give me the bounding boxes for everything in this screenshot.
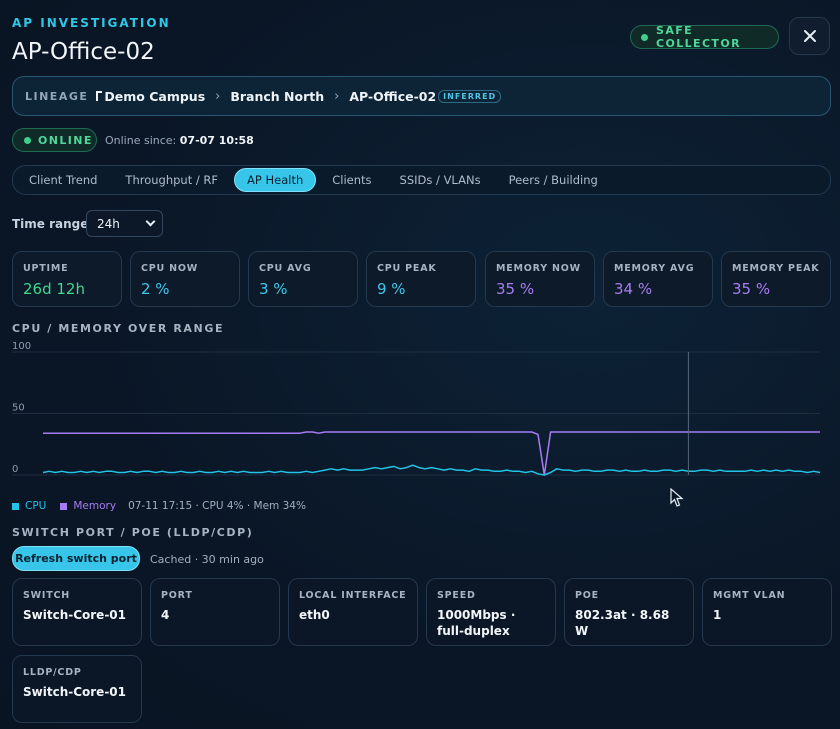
card-value: Switch-Core-01: [23, 685, 127, 699]
mgmt-vlan-card: MGMT VLAN 1: [702, 578, 832, 646]
breadcrumb-separator: ›: [334, 88, 340, 104]
stat-label: UPTIME: [23, 263, 69, 274]
stat-cpu-now: CPU NOW 2 %: [130, 251, 240, 307]
switch-section-title: SWITCH PORT / POE (LLDP/CDP): [12, 526, 254, 539]
safe-collector-badge: SAFE COLLECTOR: [630, 24, 779, 50]
breadcrumb-ap[interactable]: AP-Office-02: [349, 88, 437, 104]
stat-cpu-peak: CPU PEAK 9 %: [366, 251, 476, 307]
breadcrumb-building[interactable]: Branch North: [230, 88, 325, 104]
tab-throughput-rf[interactable]: Throughput / RF: [125, 173, 219, 187]
chevron-down-icon: [145, 216, 156, 227]
switch-card: SWITCH Switch-Core-01: [12, 578, 142, 646]
hover-readout: 07-11 17:15 · CPU 4% · Mem 34%: [128, 500, 306, 512]
stat-label: MEMORY NOW: [496, 263, 581, 274]
y-tick-label: 100: [12, 341, 31, 352]
tab-peers-building[interactable]: Peers / Building: [508, 173, 598, 187]
inferred-badge: INFERRED: [438, 89, 502, 103]
status-dot-icon: [24, 136, 31, 144]
card-label: SWITCH: [23, 590, 71, 601]
status-dot-icon: [641, 33, 648, 41]
stat-value: 3 %: [259, 280, 288, 298]
stat-memory-peak: MEMORY PEAK 35 %: [721, 251, 831, 307]
online-status-badge: ONLINE: [12, 128, 97, 152]
breadcrumb-campus[interactable]: Demo Campus: [104, 88, 206, 104]
stat-value: 34 %: [614, 280, 653, 298]
time-range-label: Time range: [12, 217, 89, 231]
tab-ssids-vlans[interactable]: SSIDs / VLANs: [399, 173, 481, 187]
y-tick-label: 0: [12, 464, 18, 475]
legend-memory-label: Memory: [73, 500, 117, 512]
legend-cpu-label: CPU: [25, 500, 47, 512]
card-value: Switch-Core-01: [23, 608, 127, 622]
chart-section-title: CPU / MEMORY OVER RANGE: [12, 322, 225, 335]
series-line-memory: [43, 431, 820, 476]
tab-ap-health[interactable]: AP Health: [234, 168, 317, 192]
card-value: 802.3at · 8.68 W: [575, 608, 670, 638]
card-label: SPEED: [437, 590, 476, 601]
online-label: ONLINE: [38, 133, 93, 147]
card-value: eth0: [299, 608, 330, 622]
stat-uptime: UPTIME 26d 12h: [12, 251, 122, 307]
card-value: 1000Mbps · full-duplex: [437, 608, 516, 638]
breadcrumb-separator: ›: [215, 88, 221, 104]
card-label: POE: [575, 590, 599, 601]
card-label: PORT: [161, 590, 193, 601]
stat-label: CPU AVG: [259, 263, 312, 274]
online-since: Online since: 07-07 10:58: [105, 134, 254, 147]
chart-legend: CPU Memory 07-11 17:15 · CPU 4% · Mem 34…: [12, 500, 306, 512]
speed-card: SPEED 1000Mbps · full-duplex: [426, 578, 556, 646]
port-card: PORT 4: [150, 578, 280, 646]
tab-client-trend[interactable]: Client Trend: [29, 173, 98, 187]
card-label: MGMT VLAN: [713, 590, 786, 601]
mouse-pointer-icon: [670, 488, 684, 507]
page-kicker: AP INVESTIGATION: [12, 16, 171, 30]
stat-cpu-avg: CPU AVG 3 %: [248, 251, 358, 307]
series-line-cpu: [42, 464, 821, 476]
stat-label: CPU PEAK: [377, 263, 437, 274]
time-range-value: 24h: [97, 216, 120, 231]
stat-value: 35 %: [732, 280, 771, 298]
stat-label: CPU NOW: [141, 263, 199, 274]
poe-card: POE 802.3at · 8.68 W: [564, 578, 694, 646]
y-tick-label: 50: [12, 403, 25, 414]
stat-value: 26d 12h: [23, 280, 85, 298]
time-range-select[interactable]: 24h: [86, 210, 163, 237]
legend-memory-swatch: [60, 502, 68, 510]
lldp-cdp-card: LLDP/CDP Switch-Core-01: [12, 655, 142, 723]
close-icon: [803, 30, 816, 42]
cpu-memory-chart[interactable]: 100 50 0: [0, 340, 840, 490]
online-since-value: 07-07 10:58: [179, 134, 254, 147]
lineage-label: LINEAGE: [25, 89, 89, 103]
legend-cpu-swatch: [12, 502, 19, 510]
close-button[interactable]: [789, 17, 830, 55]
card-value: 1: [713, 608, 722, 622]
online-since-label: Online since:: [105, 134, 177, 147]
card-label: LLDP/CDP: [23, 667, 82, 678]
tab-clients[interactable]: Clients: [332, 173, 372, 187]
stat-value: 9 %: [377, 280, 406, 298]
local-interface-card: LOCAL INTERFACE eth0: [288, 578, 418, 646]
tab-bar: Client Trend Throughput / RF AP Health C…: [12, 165, 831, 195]
card-label: LOCAL INTERFACE: [299, 590, 407, 601]
safe-collector-label: SAFE COLLECTOR: [656, 24, 741, 50]
stat-value: 35 %: [496, 280, 535, 298]
card-value: 4: [161, 608, 170, 622]
stat-memory-now: MEMORY NOW 35 %: [485, 251, 595, 307]
stat-value: 2 %: [141, 280, 170, 298]
stat-label: MEMORY AVG: [614, 263, 695, 274]
refresh-switch-port-button[interactable]: Refresh switch port: [12, 546, 140, 571]
page-title: AP-Office-02: [12, 39, 155, 65]
lineage-breadcrumb: LINEAGE Demo Campus › Branch North › AP-…: [12, 76, 831, 116]
campus-icon: [96, 91, 103, 101]
stat-label: MEMORY PEAK: [732, 263, 820, 274]
cache-status: Cached · 30 min ago: [150, 553, 264, 566]
stat-memory-avg: MEMORY AVG 34 %: [603, 251, 713, 307]
